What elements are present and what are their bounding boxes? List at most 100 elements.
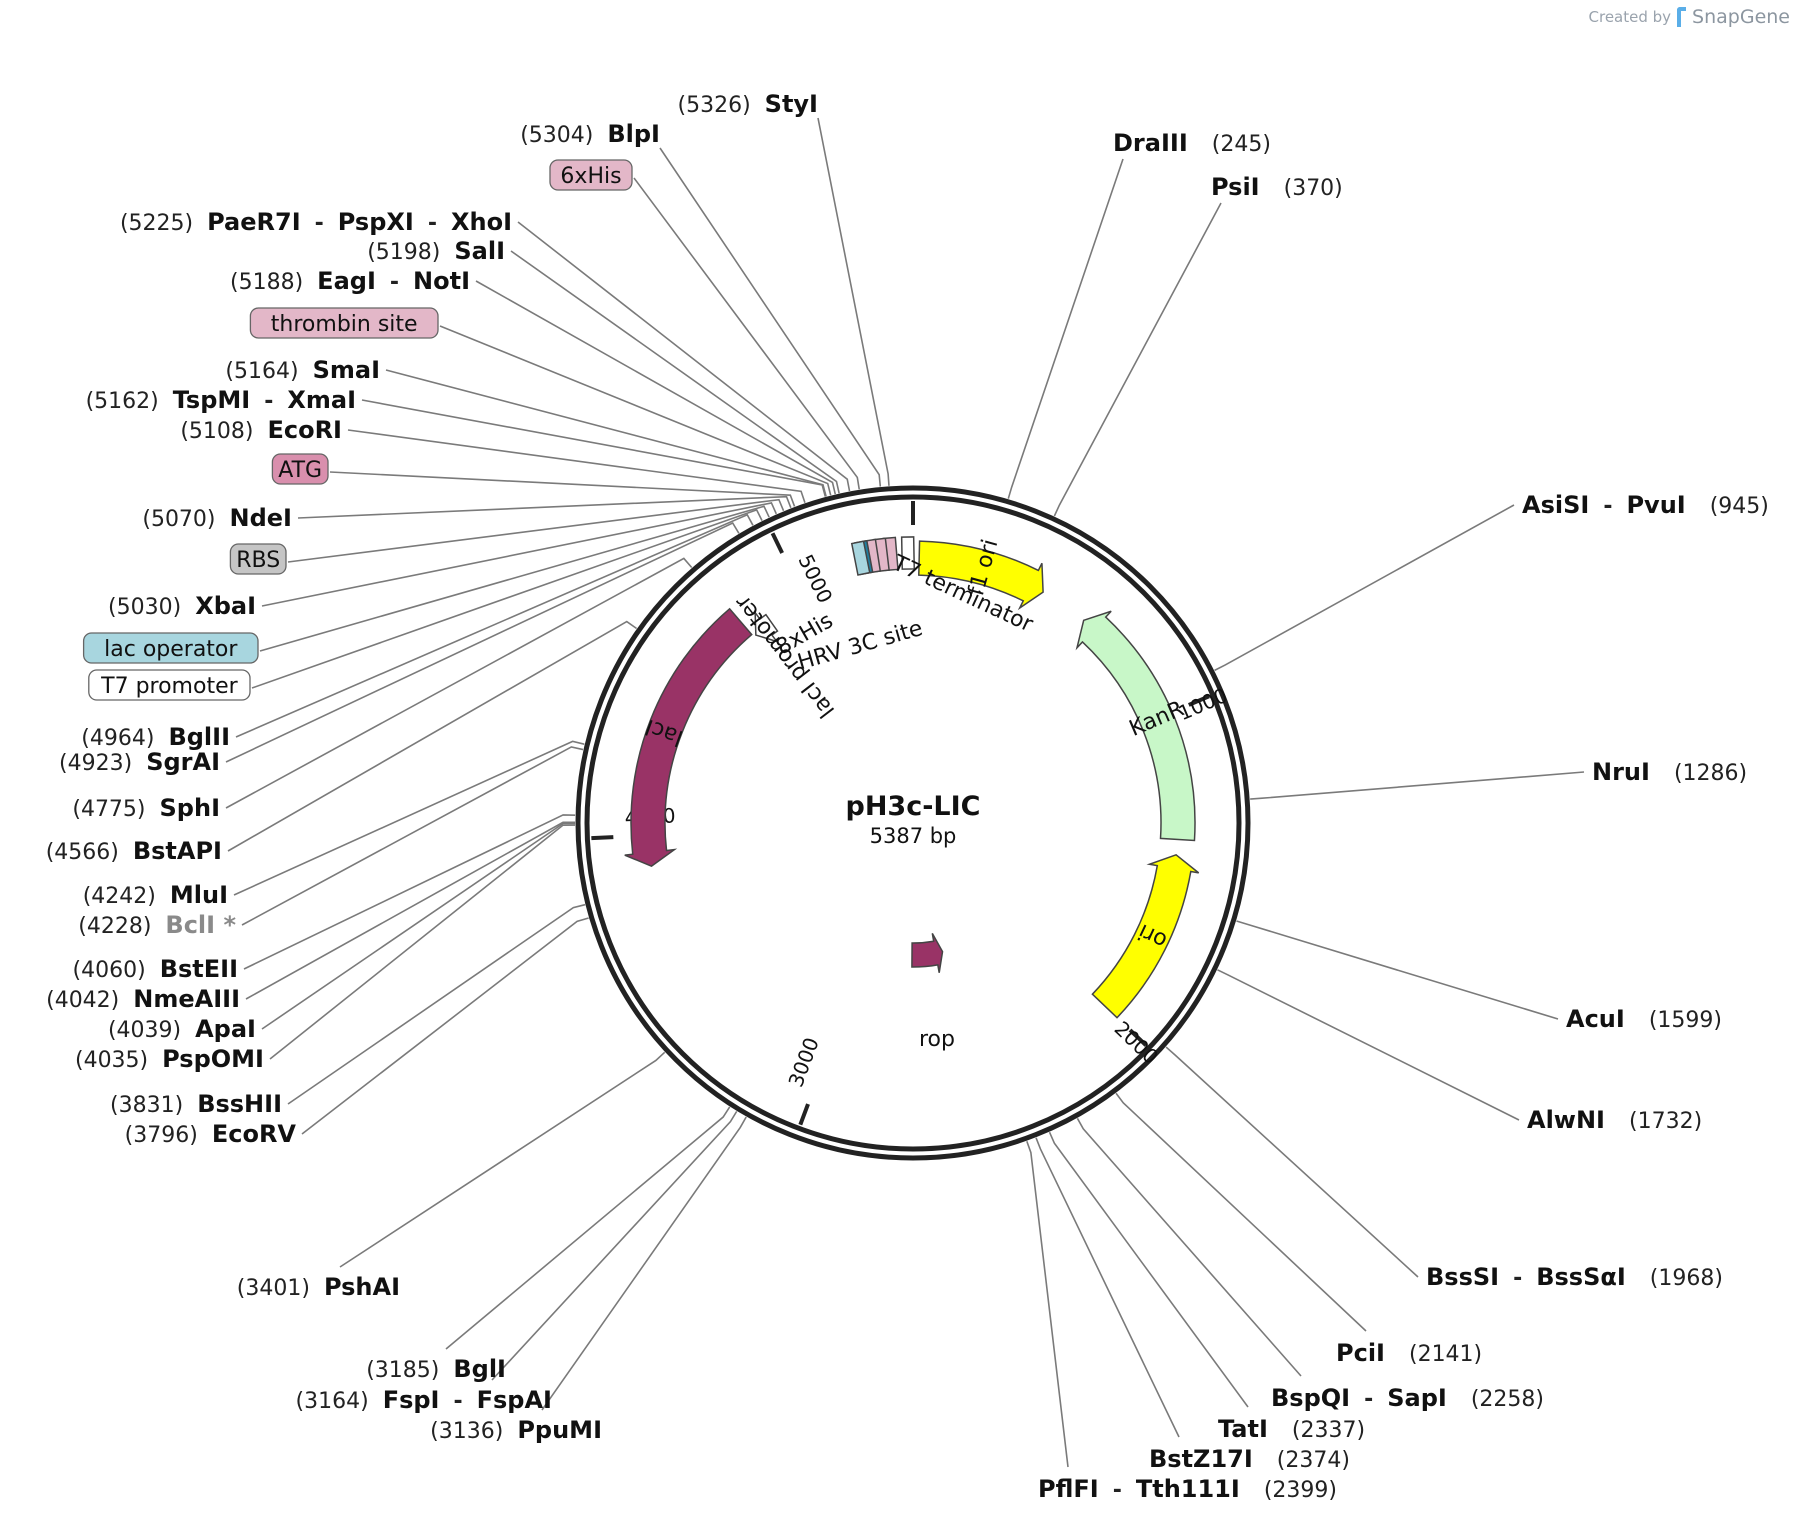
site-ndei-label: (5070) NdeI <box>142 504 292 532</box>
site-nmeaiii[interactable]: (4042) NmeAIII <box>46 985 240 1013</box>
site-nrui[interactable]: NruI (1286) <box>1592 758 1747 786</box>
site-pspomi-leader <box>269 824 576 1060</box>
site-fspi[interactable]: (3164) FspI - FspAI <box>296 1386 552 1414</box>
site-draiii[interactable]: DraIII (245) <box>1113 129 1271 157</box>
site-pflfi-name: Tth111I <box>1136 1475 1240 1503</box>
site-acui-name: AcuI <box>1566 1005 1625 1033</box>
site-pflfi[interactable]: PflFI - Tth111I (2399) <box>1038 1475 1337 1503</box>
feature-kanr <box>1075 610 1196 842</box>
site-pshai[interactable]: (3401) PshAI <box>237 1273 400 1301</box>
site-bspqi-position: (2258) <box>1471 1387 1544 1412</box>
site-mlui[interactable]: (4242) MluI <box>83 881 228 909</box>
site-lac-operator-label: lac operator <box>104 637 238 662</box>
site-bstz17i[interactable]: BstZ17I (2374) <box>1149 1445 1350 1473</box>
site-ecorv[interactable]: (3796) EcoRV <box>125 1120 297 1148</box>
site-bsteii-leader <box>243 814 576 970</box>
site-sphi-leader <box>225 557 693 809</box>
site-bstapi[interactable]: (4566) BstAPI <box>46 837 222 865</box>
site-styi-position: (5326) <box>678 93 751 118</box>
site-pflfi-name: PflFI <box>1038 1475 1099 1503</box>
site-draiii-position: (245) <box>1212 132 1271 157</box>
site-sgrai[interactable]: (4923) SgrAI <box>59 748 220 776</box>
site-smai-name: SmaI <box>313 356 380 384</box>
site-paer7i-name: PaeR7I <box>207 208 301 236</box>
site-bstapi-label: (4566) BstAPI <box>46 837 222 865</box>
site-rbs[interactable]: RBS <box>229 543 287 575</box>
site-eagi[interactable]: (5188) EagI - NotI <box>230 267 470 295</box>
site-bcli[interactable]: (4228) BclI * <box>78 911 236 939</box>
site-asisi-name: PvuI <box>1626 491 1685 519</box>
site-t7-promoter[interactable]: T7 promoter <box>88 669 251 701</box>
credit-brand: SnapGene <box>1692 6 1790 28</box>
site-bcli-name: BclI * <box>165 911 236 939</box>
site-paer7i-label: (5225) PaeR7I - PspXI - XhoI <box>120 208 512 236</box>
site-ndei[interactable]: (5070) NdeI <box>142 504 292 532</box>
site-paer7i[interactable]: (5225) PaeR7I - PspXI - XhoI <box>120 208 512 236</box>
site-asisi[interactable]: AsiSI - PvuI (945) <box>1522 491 1769 519</box>
site-apai[interactable]: (4039) ApaI <box>108 1015 256 1043</box>
site-bstapi-name: BstAPI <box>133 837 222 865</box>
site-psii-label: PsiI (370) <box>1211 173 1343 201</box>
site-thrombin-site[interactable]: thrombin site <box>249 307 439 339</box>
site-bgli-name: BglI <box>453 1355 506 1383</box>
site-tspmi[interactable]: (5162) TspMI - XmaI <box>86 386 356 414</box>
site-bsshii[interactable]: (3831) BssHII <box>110 1090 282 1118</box>
site-rbs-label: RBS <box>236 548 280 573</box>
site-bsssi[interactable]: BssSI - BssSαI (1968) <box>1426 1263 1723 1291</box>
site-pcii[interactable]: PciI (2141) <box>1336 1339 1482 1367</box>
site-bglii[interactable]: (4964) BglII <box>81 723 230 751</box>
site-sphi[interactable]: (4775) SphI <box>72 794 220 822</box>
site-pspomi[interactable]: (4035) PspOMI <box>75 1045 264 1073</box>
site-xbai[interactable]: (5030) XbaI <box>108 592 256 620</box>
site-tati[interactable]: TatI (2337) <box>1218 1415 1365 1443</box>
site-blpi[interactable]: (5304) BlpI <box>520 120 660 148</box>
site-bspqi-leader <box>1076 1117 1302 1377</box>
site-bsteii-label: (4060) BstEII <box>73 955 238 983</box>
site-ecori[interactable]: (5108) EcoRI <box>180 416 342 444</box>
site-bstz17i-name: BstZ17I <box>1149 1445 1253 1473</box>
site-smai-label: (5164) SmaI <box>225 356 380 384</box>
tick-label: 5000 <box>794 551 838 607</box>
site-lac-operator[interactable]: lac operator <box>82 632 259 664</box>
site-blpi-label: (5304) BlpI <box>520 120 660 148</box>
site-nrui-name: NruI <box>1592 758 1650 786</box>
site-bsshii-position: (3831) <box>110 1093 183 1118</box>
site-bspqi[interactable]: BspQI - SapI (2258) <box>1271 1384 1544 1412</box>
backbone <box>575 485 1251 1161</box>
site-psii-name: PsiI <box>1211 173 1260 201</box>
site-alwni-name: AlwNI <box>1527 1106 1605 1134</box>
site-xbai-position: (5030) <box>108 595 181 620</box>
site-bstz17i-leader <box>1035 1137 1180 1438</box>
site-pspomi-label: (4035) PspOMI <box>75 1045 264 1073</box>
site-rbs-box <box>229 543 287 575</box>
site-acui[interactable]: AcuI (1599) <box>1566 1005 1722 1033</box>
site-bsteii[interactable]: (4060) BstEII <box>73 955 238 983</box>
site-styi[interactable]: (5326) StyI <box>678 90 819 118</box>
site-bglii-position: (4964) <box>81 726 154 751</box>
site-mlui-leader <box>233 740 585 896</box>
site-6xhis[interactable]: 6xHis <box>549 159 633 191</box>
site-alwni[interactable]: AlwNI (1732) <box>1527 1106 1702 1134</box>
site-bgli[interactable]: (3185) BglI <box>366 1355 506 1383</box>
site-eagi-label: (5188) EagI - NotI <box>230 267 470 295</box>
site-pflfi-position: (2399) <box>1264 1478 1337 1503</box>
site-psii[interactable]: PsiI (370) <box>1211 173 1343 201</box>
site-alwni-leader <box>1217 969 1520 1121</box>
site-t7-promoter-label: T7 promoter <box>100 674 238 699</box>
site-pcii-name: PciI <box>1336 1339 1385 1367</box>
site-tspmi-dash: - <box>264 389 273 414</box>
mcs-feature-box <box>850 540 871 576</box>
site-sphi-name: SphI <box>160 794 220 822</box>
site-bsteii-position: (4060) <box>73 958 146 983</box>
site-ecorv-name: EcoRV <box>212 1120 297 1148</box>
site-ppumi[interactable]: (3136) PpuMI <box>430 1416 602 1444</box>
site-smai[interactable]: (5164) SmaI <box>225 356 380 384</box>
site-bspqi-name: SapI <box>1387 1384 1447 1412</box>
site-atg[interactable]: ATG <box>271 453 329 485</box>
site-bgli-label: (3185) BglI <box>366 1355 506 1383</box>
site-paer7i-leader <box>517 221 851 492</box>
site-pspomi-position: (4035) <box>75 1048 148 1073</box>
site-sali-name: SalI <box>454 237 505 265</box>
site-sali[interactable]: (5198) SalI <box>367 237 505 265</box>
